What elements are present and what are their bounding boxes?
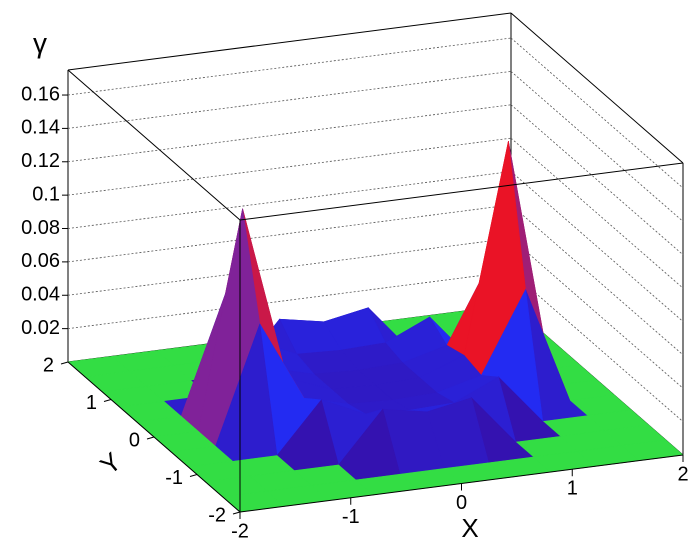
y-tick-label: 2	[43, 354, 54, 376]
y-tick-label: -1	[165, 467, 183, 489]
y-tick	[146, 436, 155, 440]
y-tick-label: -2	[208, 504, 226, 526]
grid-line	[67, 204, 512, 263]
x-axis-title: X	[461, 513, 478, 543]
box-edge	[510, 12, 684, 164]
grid-line	[510, 71, 684, 222]
x-tick-label: 2	[677, 463, 688, 485]
x-tick-label: 1	[567, 478, 578, 500]
box-edge	[239, 162, 684, 221]
z-tick-label: 0.06	[21, 250, 60, 272]
z-axis-title: γ	[33, 27, 47, 58]
grid-line	[510, 137, 684, 289]
grid-line	[67, 104, 512, 163]
box-edge	[67, 69, 241, 221]
grid-line	[67, 171, 512, 229]
x-tick-label: 0	[456, 492, 467, 514]
y-tick	[232, 511, 241, 515]
grid-line	[67, 271, 512, 330]
x-tick-label: -2	[231, 520, 249, 542]
grid-line	[510, 104, 684, 256]
grid-line	[510, 37, 684, 189]
grid-line	[67, 137, 512, 196]
z-tick-label: 0.1	[32, 183, 60, 205]
z-tick-label: 0.08	[21, 217, 60, 239]
z-tick-label: 0.12	[21, 150, 60, 172]
x-tick-label: -1	[342, 506, 360, 528]
z-tick-label: 0.16	[21, 83, 60, 105]
z-tick-label: 0.02	[21, 317, 60, 339]
z-tick-label: 0.04	[21, 284, 60, 306]
y-tick	[60, 361, 69, 365]
y-axis-title: Y	[94, 446, 127, 480]
y-tick	[189, 474, 198, 477]
grid-line	[67, 37, 512, 96]
grid-line	[67, 237, 512, 296]
grid-line	[67, 71, 512, 129]
y-tick-label: 0	[129, 429, 140, 451]
y-tick	[103, 399, 112, 402]
z-tick-label: 0.14	[21, 117, 60, 139]
y-tick-label: 1	[86, 392, 97, 414]
box-edge	[67, 12, 512, 71]
